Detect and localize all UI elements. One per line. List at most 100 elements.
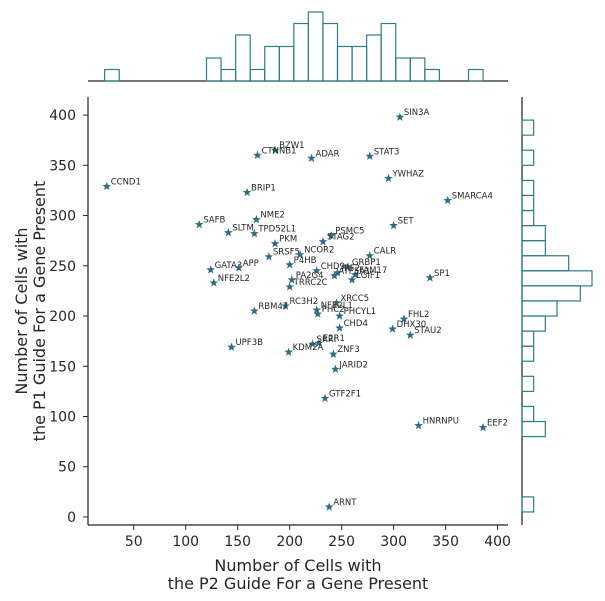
top-hist-bar <box>424 68 440 82</box>
point-label: SRRI <box>317 335 337 345</box>
y-tick-label: 400 <box>49 108 76 124</box>
point-label: BZW1 <box>279 141 304 151</box>
top-hist-bar <box>249 68 266 82</box>
x-tick-label: 150 <box>224 534 251 550</box>
point-label: NME2 <box>260 211 284 221</box>
x-tick-label: 200 <box>276 534 303 550</box>
point-label: CALR <box>374 247 396 257</box>
top-hist-bar <box>293 22 309 82</box>
right-hist-bar <box>521 179 535 197</box>
point-label: ZNF3 <box>337 345 359 355</box>
point-label: ADAR <box>316 149 340 159</box>
point-label: DHX30 <box>397 320 427 330</box>
point-label: ARNT <box>333 498 357 508</box>
scatter-axes: 50 100 150 200 250 300 350 400 0 50 100 150 200 250 30… <box>49 97 511 550</box>
y-tick-label: 0 <box>67 510 76 526</box>
point-label: STAG2 <box>327 233 355 243</box>
point-marker <box>281 301 290 310</box>
y-axis-label: Number of Cells withthe P1 Guide For a G… <box>12 181 49 442</box>
point-label: SLTM <box>232 224 254 234</box>
point-label: CHD4 <box>344 319 368 329</box>
point-label: BRIP1 <box>251 183 276 193</box>
point-label: P4HB <box>294 256 317 266</box>
right-hist-bar <box>521 270 593 287</box>
y-tick-label: 150 <box>49 359 76 375</box>
point-marker <box>384 173 393 183</box>
point-label: GATA3 <box>215 261 243 271</box>
point-label: CTNNB1 <box>261 146 296 156</box>
point-label: TPD52L1 <box>257 225 296 235</box>
right-hist-bar <box>521 149 535 166</box>
point-marker <box>249 229 259 238</box>
point-marker <box>332 298 341 307</box>
point-marker <box>194 220 204 229</box>
top-hist-bar <box>278 45 295 82</box>
right-hist-bar <box>521 240 546 257</box>
point-label: JARID2 <box>338 360 368 370</box>
point-label: CCND1 <box>111 177 141 187</box>
right-hist-bar <box>521 375 535 392</box>
point-label: PHC2 <box>322 305 345 315</box>
point-marker <box>270 239 280 248</box>
point-label: FAM17 <box>359 266 387 276</box>
point-label: GTF2F1 <box>329 389 361 399</box>
point-marker <box>223 228 233 237</box>
x-tick-label: 350 <box>432 534 459 550</box>
point-marker <box>307 153 316 163</box>
point-label: PKM <box>279 235 297 245</box>
right-hist-bar <box>521 496 535 513</box>
point-marker <box>252 214 261 224</box>
point-marker <box>102 181 112 191</box>
point-marker <box>395 112 405 121</box>
point-marker <box>318 237 328 246</box>
y-tick-label: 50 <box>58 460 76 476</box>
point-marker <box>308 339 317 348</box>
axis-label-line: the P2 Guide For a Gene Present <box>168 574 429 593</box>
point-marker <box>242 187 252 197</box>
x-tick-label: 400 <box>484 534 511 550</box>
x-axis-label: Number of Cells with the P2 Guide For a G… <box>168 556 429 593</box>
top-hist-bar <box>322 22 339 82</box>
point-label: SIN3A <box>404 108 430 118</box>
right-hist-bar <box>521 420 546 438</box>
point-label: TRRC2C <box>293 278 328 288</box>
point-label: NFE2L2 <box>218 274 250 284</box>
point-marker <box>234 263 244 272</box>
top-hist-bar <box>264 45 280 82</box>
right-hist-bar <box>521 285 581 302</box>
point-label: FHL2 <box>408 310 429 320</box>
point-marker <box>206 265 216 274</box>
point-marker <box>405 330 415 339</box>
point-label: UPF3B <box>235 338 263 348</box>
point-marker <box>209 278 219 287</box>
point-label: RBM47 <box>258 302 288 312</box>
point-marker <box>227 342 236 351</box>
point-label: XRCC5 <box>340 294 369 304</box>
right-hist-bar <box>521 315 546 332</box>
top-hist-bar <box>351 45 368 82</box>
point-marker <box>347 275 357 284</box>
top-marginal-histogram <box>88 11 508 82</box>
point-marker <box>326 231 336 240</box>
point-marker <box>270 145 280 154</box>
point-marker <box>330 271 339 280</box>
top-hist-bar <box>380 22 397 82</box>
point-marker <box>324 502 334 511</box>
x-tick-label: 50 <box>125 534 143 550</box>
point-label: CHD9 <box>321 262 345 272</box>
right-marginal-histogram <box>521 97 593 525</box>
y-tick-label: 250 <box>49 259 76 275</box>
y-tick-label: 300 <box>49 209 76 225</box>
point-marker <box>388 324 397 333</box>
point-label: E2R1 <box>323 334 345 344</box>
point-label: GRBP1 <box>352 258 381 268</box>
point-label: YWHAZ <box>391 169 424 179</box>
point-label: PA2G4 <box>296 271 324 281</box>
point-marker <box>320 393 330 403</box>
right-hist-bar <box>521 225 546 242</box>
point-marker <box>313 309 323 318</box>
point-marker <box>389 221 399 230</box>
top-hist-bar <box>205 57 222 82</box>
point-marker <box>443 195 453 205</box>
